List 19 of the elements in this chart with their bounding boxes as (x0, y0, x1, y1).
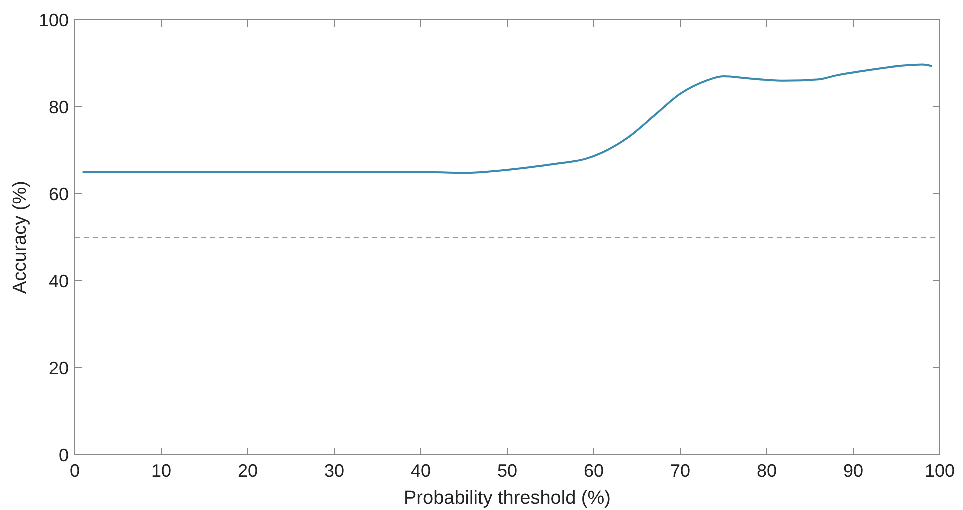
x-tick-label: 60 (584, 461, 604, 481)
x-tick-label: 90 (843, 461, 864, 481)
x-tick-label: 100 (924, 461, 956, 481)
y-tick-label: 60 (48, 184, 69, 204)
y-tick-label: 100 (38, 10, 69, 30)
x-tick-label: 40 (410, 461, 432, 481)
y-tick-label: 40 (48, 271, 69, 292)
line-series (82, 64, 932, 174)
x-tick-label: 70 (670, 461, 691, 481)
x-tick-label: 10 (151, 461, 172, 481)
x-tick-label: 30 (324, 461, 345, 481)
y-tick-label: 20 (48, 358, 69, 378)
y-tick-label: 80 (48, 97, 69, 118)
x-tick-label: 50 (497, 461, 518, 481)
x-tick-label: 80 (756, 461, 778, 481)
y-tick-label: 0 (58, 445, 69, 466)
x-axis-title: Probability threshold (%) (404, 488, 611, 509)
x-tick-label: 20 (238, 461, 258, 481)
y-axis-title: Accuracy (%) (10, 181, 31, 294)
